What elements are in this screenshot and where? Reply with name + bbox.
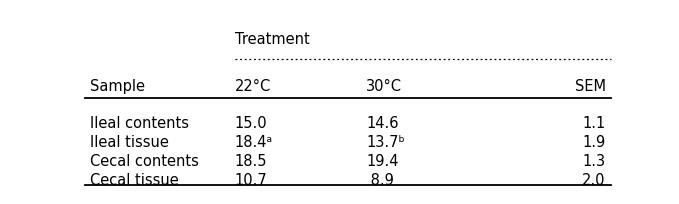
- Text: SEM: SEM: [575, 79, 606, 94]
- Text: 14.6: 14.6: [367, 116, 399, 131]
- Text: Ileal tissue: Ileal tissue: [90, 135, 169, 150]
- Text: Cecal tissue: Cecal tissue: [90, 173, 179, 188]
- Text: 15.0: 15.0: [235, 116, 268, 131]
- Text: Treatment: Treatment: [235, 32, 310, 47]
- Text: 18.5: 18.5: [235, 154, 268, 169]
- Text: Sample: Sample: [90, 79, 145, 94]
- Text: 1.1: 1.1: [583, 116, 606, 131]
- Text: 13.7ᵇ: 13.7ᵇ: [367, 135, 405, 150]
- Text: 1.9: 1.9: [583, 135, 606, 150]
- Text: 2.0: 2.0: [583, 173, 606, 188]
- Text: Cecal contents: Cecal contents: [90, 154, 199, 169]
- Text: 8.9: 8.9: [367, 173, 394, 188]
- Text: 19.4: 19.4: [367, 154, 399, 169]
- Text: 30°C: 30°C: [367, 79, 403, 94]
- Text: 18.4ᵃ: 18.4ᵃ: [235, 135, 273, 150]
- Text: 10.7: 10.7: [235, 173, 268, 188]
- Text: 22°C: 22°C: [235, 79, 271, 94]
- Text: Ileal contents: Ileal contents: [90, 116, 189, 131]
- Text: 1.3: 1.3: [583, 154, 606, 169]
